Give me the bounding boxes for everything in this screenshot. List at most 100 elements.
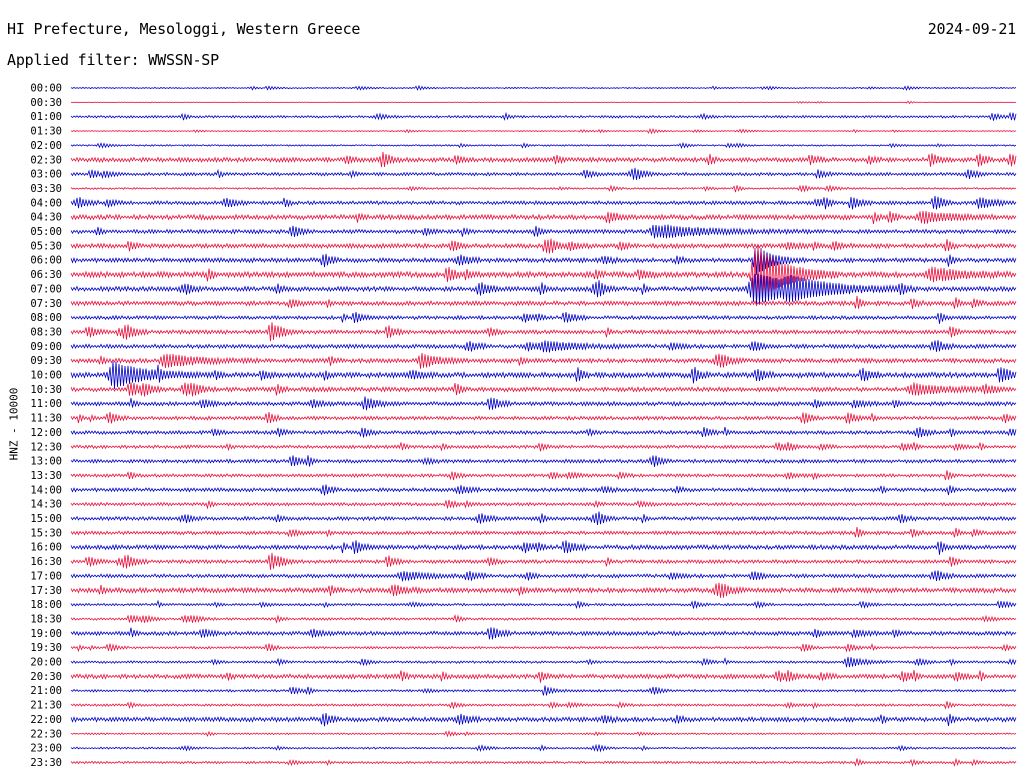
row-time-label: 11:30: [30, 413, 62, 425]
trace-row-0700: [70, 273, 1017, 305]
row-time-label: 08:00: [30, 312, 62, 324]
trace-row-0500: [70, 224, 1017, 239]
trace-row-2130: [70, 701, 1017, 710]
row-time-label: 15:00: [30, 513, 62, 525]
row-time-label: 00:00: [30, 83, 62, 95]
trace-row-0300: [70, 167, 1017, 180]
station-title: HI Prefecture, Mesologgi, Western Greece: [7, 20, 361, 38]
row-time-label: 14:00: [30, 484, 62, 496]
trace-row-1030: [70, 382, 1017, 397]
trace-row-0830: [70, 322, 1017, 342]
row-time-label: 21:30: [30, 700, 62, 712]
trace-row-0900: [70, 340, 1017, 353]
trace-row-1630: [70, 552, 1017, 570]
trace-row-0030: [70, 100, 1017, 105]
row-time-label: 02:00: [30, 140, 62, 152]
row-time-label: 17:30: [30, 585, 62, 597]
row-time-label: 03:00: [30, 169, 62, 181]
row-time-label: 07:00: [30, 283, 62, 295]
trace-row-1830: [70, 614, 1017, 624]
row-time-label: 05:00: [30, 226, 62, 238]
trace-row-1300: [70, 455, 1017, 467]
row-time-label: 11:00: [30, 398, 62, 410]
trace-row-0400: [70, 195, 1017, 210]
trace-row-1100: [70, 396, 1017, 411]
row-time-label: 16:30: [30, 556, 62, 568]
trace-row-2200: [70, 713, 1017, 727]
trace-row-1400: [70, 484, 1017, 496]
row-time-label: 06:00: [30, 255, 62, 267]
row-time-label: 01:00: [30, 111, 62, 123]
trace-row-0100: [70, 111, 1017, 121]
trace-row-2330: [70, 757, 1017, 768]
row-time-label: 15:30: [30, 527, 62, 539]
row-time-label: 09:00: [30, 341, 62, 353]
trace-row-2230: [70, 730, 1017, 738]
trace-row-0130: [70, 127, 1017, 135]
row-time-label: 19:30: [30, 642, 62, 654]
trace-row-0330: [70, 184, 1017, 193]
trace-row-0230: [70, 151, 1017, 168]
trace-row-1730: [70, 582, 1017, 598]
trace-row-2030: [70, 669, 1017, 683]
trace-row-1130: [70, 411, 1017, 424]
row-time-label: 14:30: [30, 499, 62, 511]
row-time-label: 06:30: [30, 269, 62, 281]
row-time-label: 10:30: [30, 384, 62, 396]
trace-row-1700: [70, 570, 1017, 582]
trace-row-1430: [70, 499, 1017, 510]
trace-row-1330: [70, 470, 1017, 481]
filter-label: Applied filter: WWSSN-SP: [7, 51, 219, 69]
trace-row-0200: [70, 141, 1017, 150]
trace-row-0430: [70, 210, 1017, 224]
trace-row-2300: [70, 743, 1017, 753]
row-time-label: 00:30: [30, 97, 62, 109]
row-time-label: 18:00: [30, 599, 62, 611]
row-time-label: 12:00: [30, 427, 62, 439]
row-time-label: 03:30: [30, 183, 62, 195]
row-time-label: 17:00: [30, 570, 62, 582]
trace-row-2100: [70, 685, 1017, 696]
row-time-label: 04:00: [30, 197, 62, 209]
row-time-label: 07:30: [30, 298, 62, 310]
trace-row-1200: [70, 426, 1017, 438]
trace-row-0530: [70, 238, 1017, 254]
row-time-label: 10:00: [30, 370, 62, 382]
row-time-label: 12:30: [30, 441, 62, 453]
row-time-label: 22:00: [30, 714, 62, 726]
trace-row-0930: [70, 352, 1017, 369]
row-time-label: 09:30: [30, 355, 62, 367]
trace-row-0630: [70, 245, 1017, 304]
trace-row-0000: [70, 84, 1017, 92]
trace-row-1930: [70, 643, 1017, 653]
row-time-label: 19:00: [30, 628, 62, 640]
trace-row-1530: [70, 526, 1017, 538]
row-time-label: 13:00: [30, 456, 62, 468]
row-time-label: 20:30: [30, 671, 62, 683]
row-time-label: 13:30: [30, 470, 62, 482]
trace-row-1000: [70, 361, 1017, 389]
trace-row-0730: [70, 295, 1017, 309]
row-time-label: 22:30: [30, 728, 62, 740]
row-time-label: 20:00: [30, 657, 62, 669]
row-time-label: 05:30: [30, 240, 62, 252]
row-time-label: 18:30: [30, 613, 62, 625]
trace-row-1600: [70, 540, 1017, 555]
trace-row-2000: [70, 656, 1017, 668]
record-date: 2024-09-21: [927, 20, 1017, 38]
row-time-label: 21:00: [30, 685, 62, 697]
trace-row-0800: [70, 311, 1017, 324]
trace-row-1900: [70, 627, 1017, 640]
trace-row-1500: [70, 511, 1017, 526]
trace-row-1230: [70, 441, 1017, 452]
row-time-label: 08:30: [30, 326, 62, 338]
row-time-label: 23:00: [30, 743, 62, 755]
row-time-label: 01:30: [30, 126, 62, 138]
row-time-label: 02:30: [30, 154, 62, 166]
trace-row-0600: [70, 247, 1017, 275]
row-time-label: 23:30: [30, 757, 62, 769]
trace-row-1800: [70, 599, 1017, 610]
row-time-label: 04:30: [30, 212, 62, 224]
row-time-label: 16:00: [30, 542, 62, 554]
